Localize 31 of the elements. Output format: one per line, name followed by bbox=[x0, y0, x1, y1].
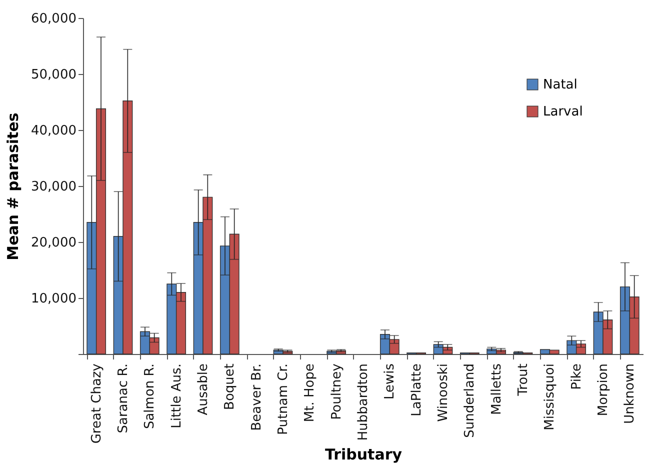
y-tick-label: 30,000 bbox=[31, 180, 76, 194]
x-tick-label: Trout bbox=[516, 364, 531, 397]
x-axis-title: Tributary bbox=[324, 446, 402, 464]
x-tick-label: Hubbardton bbox=[356, 364, 371, 441]
x-tick-label: Little Aus. bbox=[169, 364, 184, 428]
y-tick-label: 60,000 bbox=[31, 12, 76, 26]
y-tick-label: 50,000 bbox=[31, 68, 76, 82]
x-tick-label: Salmon R. bbox=[142, 364, 158, 430]
y-tick-label: 10,000 bbox=[31, 292, 76, 306]
x-tick-label: LaPlatte bbox=[409, 364, 424, 416]
x-tick-label: Ausable bbox=[196, 364, 211, 416]
x-tick-label: Poultney bbox=[329, 363, 344, 420]
x-tick-label: Beaver Br. bbox=[249, 364, 264, 431]
x-tick-label: Mt. Hope bbox=[302, 364, 318, 422]
x-tick-label: Winooski bbox=[436, 364, 451, 422]
x-tick-label: Pike bbox=[569, 364, 584, 390]
x-tick-label: Missisquoi bbox=[542, 364, 558, 430]
y-tick-label: 20,000 bbox=[31, 236, 76, 250]
legend-label: Natal bbox=[543, 78, 578, 92]
legend-label: Larval bbox=[543, 104, 583, 120]
x-tick-label: Boquet bbox=[222, 364, 238, 410]
y-tick-label: 40,000 bbox=[31, 124, 76, 138]
x-tick-label: Saranac R. bbox=[116, 364, 131, 434]
x-tick-label: Putnam Cr. bbox=[276, 364, 291, 435]
x-tick-label: Morpion bbox=[596, 364, 611, 416]
x-tick-label: Sunderland bbox=[462, 364, 478, 438]
x-tick-label: Great Chazy bbox=[89, 363, 104, 444]
y-axis-title: Mean # parasites bbox=[4, 112, 22, 260]
x-tick-label: Lewis bbox=[382, 363, 398, 400]
x-tick-label: Unknown bbox=[622, 364, 638, 424]
x-tick-label: Malletts bbox=[489, 363, 504, 415]
